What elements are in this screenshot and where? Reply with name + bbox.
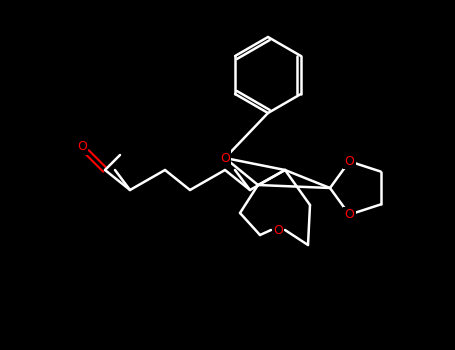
Text: O: O [220,152,230,164]
Text: O: O [344,155,354,168]
Text: O: O [77,140,87,154]
Text: O: O [344,208,354,221]
Text: O: O [273,224,283,237]
